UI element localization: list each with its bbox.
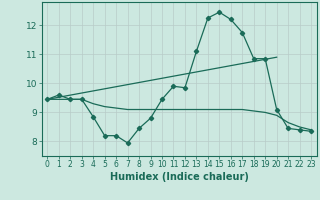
X-axis label: Humidex (Indice chaleur): Humidex (Indice chaleur) [110, 172, 249, 182]
